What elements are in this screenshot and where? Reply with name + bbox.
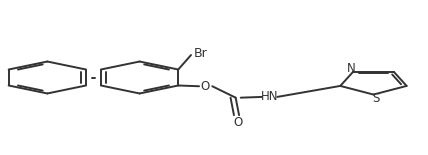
Text: S: S bbox=[372, 92, 380, 105]
Text: O: O bbox=[200, 80, 209, 93]
Text: N: N bbox=[346, 62, 355, 75]
Text: O: O bbox=[234, 116, 243, 129]
Text: HN: HN bbox=[261, 90, 279, 103]
Text: Br: Br bbox=[193, 47, 207, 60]
